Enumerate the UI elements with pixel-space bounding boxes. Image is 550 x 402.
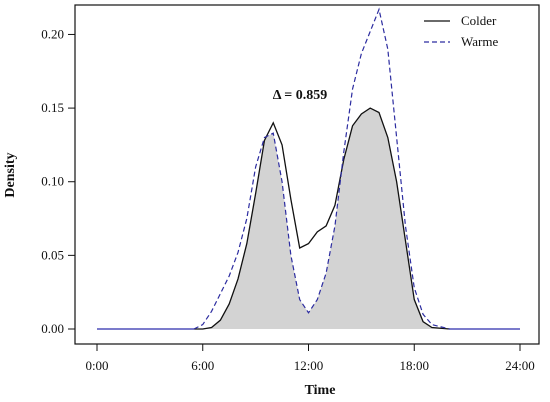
colder-line — [97, 107, 520, 330]
warme-line — [193, 7, 450, 330]
legend-warme-label: Warme — [461, 34, 498, 49]
y-tick-label: 0.20 — [41, 26, 64, 41]
y-tick-label: 0.10 — [41, 174, 64, 189]
y-tick-label: 0.15 — [41, 100, 64, 115]
legend: Colder Warme — [424, 13, 498, 49]
x-axis-title: Time — [305, 383, 336, 398]
y-tick-label: 0.05 — [41, 247, 64, 262]
legend-colder-label: Colder — [461, 13, 497, 28]
x-axis-ticks: 0:00 6:00 12:00 18:00 24:00 — [85, 344, 535, 373]
x-tick-label: 24:00 — [505, 358, 535, 373]
y-axis-ticks: 0.00 0.05 0.10 0.15 0.20 — [41, 26, 75, 336]
overlap-area — [193, 108, 450, 329]
x-tick-label: 18:00 — [399, 358, 429, 373]
x-tick-label: 12:00 — [294, 358, 324, 373]
overlap-coefficient-label: Δ = 0.859 — [273, 88, 327, 103]
x-tick-label: 0:00 — [85, 358, 108, 373]
y-axis-title: Density — [3, 152, 18, 197]
x-tick-label: 6:00 — [191, 358, 214, 373]
y-tick-label: 0.00 — [41, 321, 64, 336]
plot-frame — [74, 4, 540, 345]
